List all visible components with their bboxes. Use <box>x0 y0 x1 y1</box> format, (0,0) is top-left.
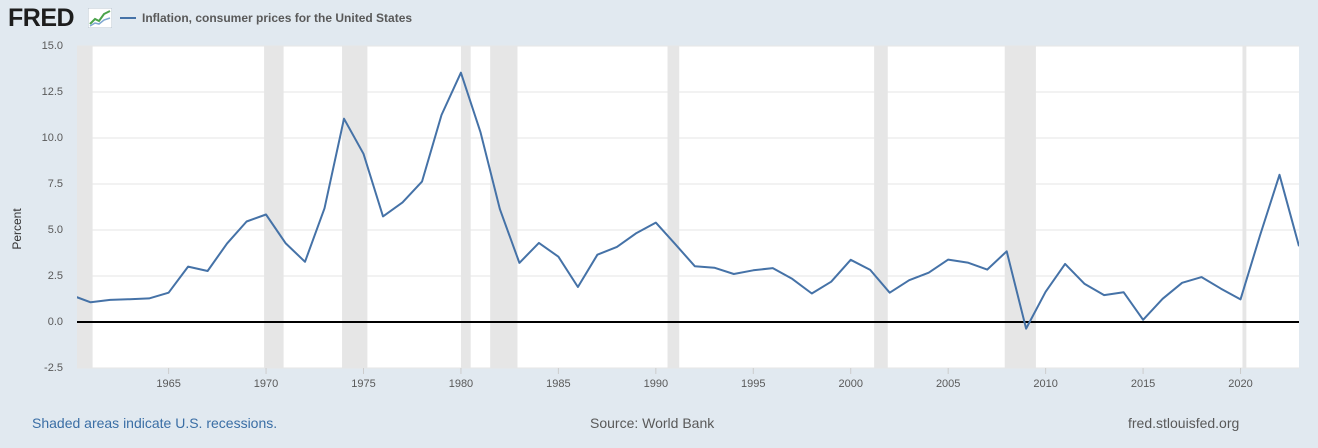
y-tick-label: 2.5 <box>48 270 63 282</box>
y-tick-label: 10.0 <box>42 132 63 144</box>
recession-band-7 <box>1004 46 1036 368</box>
x-tick-label: 1975 <box>351 378 375 390</box>
y-tick-label: 12.5 <box>42 86 63 98</box>
x-tick-label: 2020 <box>1228 378 1252 390</box>
series-line[interactable] <box>71 71 1299 330</box>
x-tick-label: 2005 <box>936 378 960 390</box>
recession-band-2 <box>342 46 368 368</box>
x-tick-label: 1990 <box>644 378 668 390</box>
site-link[interactable]: fred.stlouisfed.org <box>1128 415 1240 431</box>
line-chart[interactable]: 15.0 12.5 10.0 7.5 5.0 2.5 0.0 -2.5 1965 1970 197… <box>0 36 1318 408</box>
y-tick-label: 0.0 <box>48 316 63 328</box>
recession-band-8 <box>1242 46 1247 368</box>
logo-graph-icon <box>88 8 112 28</box>
x-tick-label: 2000 <box>838 378 862 390</box>
x-tick-label: 1980 <box>449 378 473 390</box>
x-tick-label: 2010 <box>1033 378 1057 390</box>
y-tick-label: 15.0 <box>42 40 63 52</box>
recession-band-4 <box>490 46 518 368</box>
legend-series-swatch <box>120 17 136 19</box>
x-tick-label: 1995 <box>741 378 765 390</box>
legend-series-label: Inflation, consumer prices for the Unite… <box>142 11 413 25</box>
recession-band-5 <box>667 46 680 368</box>
recession-band-3 <box>460 46 471 368</box>
plot-background <box>77 46 1299 368</box>
legend[interactable]: Inflation, consumer prices for the Unite… <box>120 9 412 27</box>
y-tick-label: -2.5 <box>44 362 63 374</box>
recession-note-link[interactable]: Shaded areas indicate U.S. recessions. <box>32 415 278 431</box>
recession-band-6 <box>874 46 888 368</box>
source-text: Source: World Bank <box>590 415 715 431</box>
recession-band-1 <box>264 46 284 368</box>
x-tick-label: 1970 <box>254 378 278 390</box>
x-tick-label: 1985 <box>546 378 570 390</box>
x-axis-ticks: 1965 1970 1975 1980 1985 1990 1995 2000 2005 2010… <box>156 368 1253 390</box>
recession-shading-group <box>77 46 1247 368</box>
y-axis-title: Percent <box>10 208 24 250</box>
x-tick-label: 2015 <box>1131 378 1155 390</box>
x-tick-label: 1965 <box>156 378 180 390</box>
recession-band-0 <box>77 46 93 368</box>
y-tick-label: 5.0 <box>48 224 63 236</box>
chart-header: FRED Inflation, consumer prices for the … <box>0 0 1318 36</box>
fred-logo[interactable]: FRED <box>8 4 75 32</box>
y-axis-ticks: 15.0 12.5 10.0 7.5 5.0 2.5 0.0 -2.5 <box>42 40 63 374</box>
y-tick-label: 7.5 <box>48 178 63 190</box>
